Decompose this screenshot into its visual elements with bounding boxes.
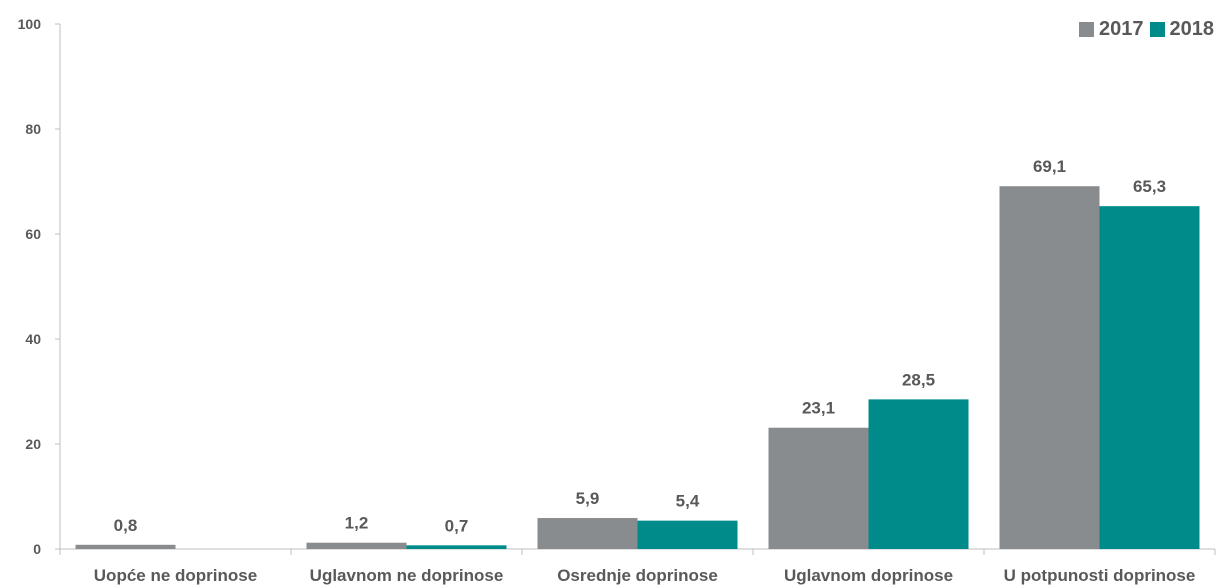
data-label-2017: 69,1: [1033, 157, 1066, 176]
bar-2017: [75, 544, 176, 549]
data-label-2018: 5,4: [676, 492, 700, 511]
data-label-2017: 1,2: [345, 514, 369, 533]
y-tick-label: 40: [25, 331, 41, 347]
y-tick-label: 20: [25, 436, 41, 452]
bar-2017: [768, 427, 869, 549]
bar-2018: [637, 520, 738, 549]
data-label-2017: 0,8: [114, 516, 138, 535]
bar-2018: [868, 399, 969, 549]
bar-2017: [537, 518, 638, 549]
y-tick-label: 0: [33, 541, 41, 557]
legend-label-2017: 2017: [1099, 18, 1144, 40]
data-label-2018: 0,7: [445, 516, 469, 535]
x-category-label: U potpunosti doprinose: [1004, 566, 1196, 585]
data-label-2017: 5,9: [576, 489, 600, 508]
legend-item-2018: 2018: [1149, 18, 1215, 41]
y-tick-label: 60: [25, 226, 41, 242]
x-category-label: Osrednje doprinose: [557, 566, 718, 585]
x-category-label: Uglavnom doprinose: [784, 566, 953, 585]
bar-2017: [306, 542, 407, 549]
legend-item-2017: 2017: [1079, 18, 1144, 41]
data-label-2018: 28,5: [902, 370, 935, 389]
x-category-label: Uglavnom ne doprinose: [310, 566, 504, 585]
legend-swatch-2018: [1149, 22, 1165, 37]
y-tick-label: 100: [18, 16, 42, 32]
bar-2017: [999, 186, 1100, 549]
x-category-label: Uopće ne doprinose: [94, 566, 257, 585]
bar-2018: [406, 545, 507, 549]
legend-label-2018: 2018: [1169, 18, 1215, 40]
data-label-2018: 65,3: [1133, 177, 1166, 196]
legend: 2017 2018: [1079, 18, 1214, 41]
legend-swatch-2017: [1079, 22, 1094, 37]
data-label-2017: 23,1: [802, 399, 835, 418]
y-tick-label: 80: [25, 121, 41, 137]
bar-2018: [1099, 206, 1200, 550]
